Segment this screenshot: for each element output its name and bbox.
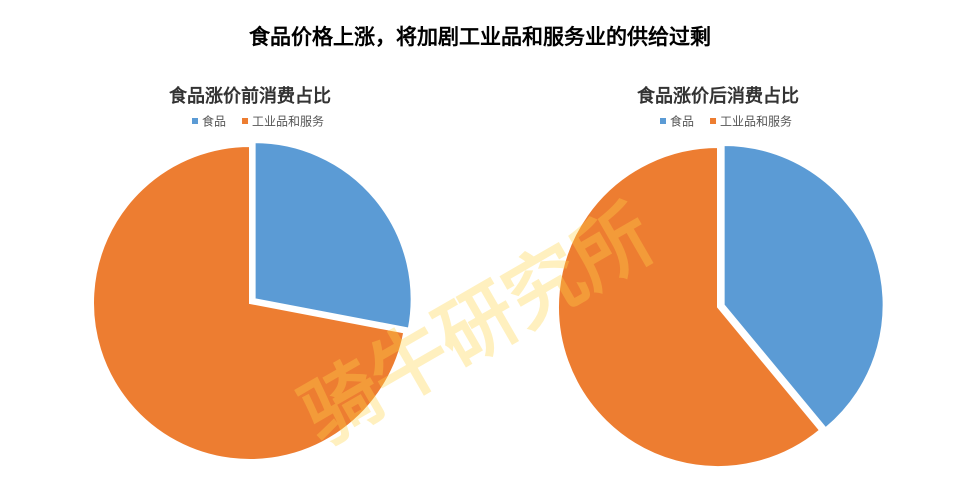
legend-swatch — [242, 118, 249, 124]
pie-slice — [722, 143, 885, 430]
legend-label: 工业品和服务 — [720, 114, 792, 129]
chart-title: 食品涨价前消费占比 — [168, 85, 331, 107]
pie-slice — [92, 144, 406, 461]
legend-swatch — [710, 118, 717, 124]
pie-slice — [253, 141, 413, 330]
chart-title: 食品涨价后消费占比 — [636, 85, 799, 107]
legend-label: 工业品和服务 — [252, 114, 324, 129]
legend-swatch — [192, 118, 198, 124]
pie-slice — [557, 145, 822, 468]
legend-label: 食品 — [670, 114, 694, 129]
legend-label: 食品 — [202, 114, 226, 129]
legend-swatch — [660, 118, 666, 124]
page-title: 食品价格上涨，将加剧工业品和服务业的供给过剩 — [249, 25, 711, 49]
